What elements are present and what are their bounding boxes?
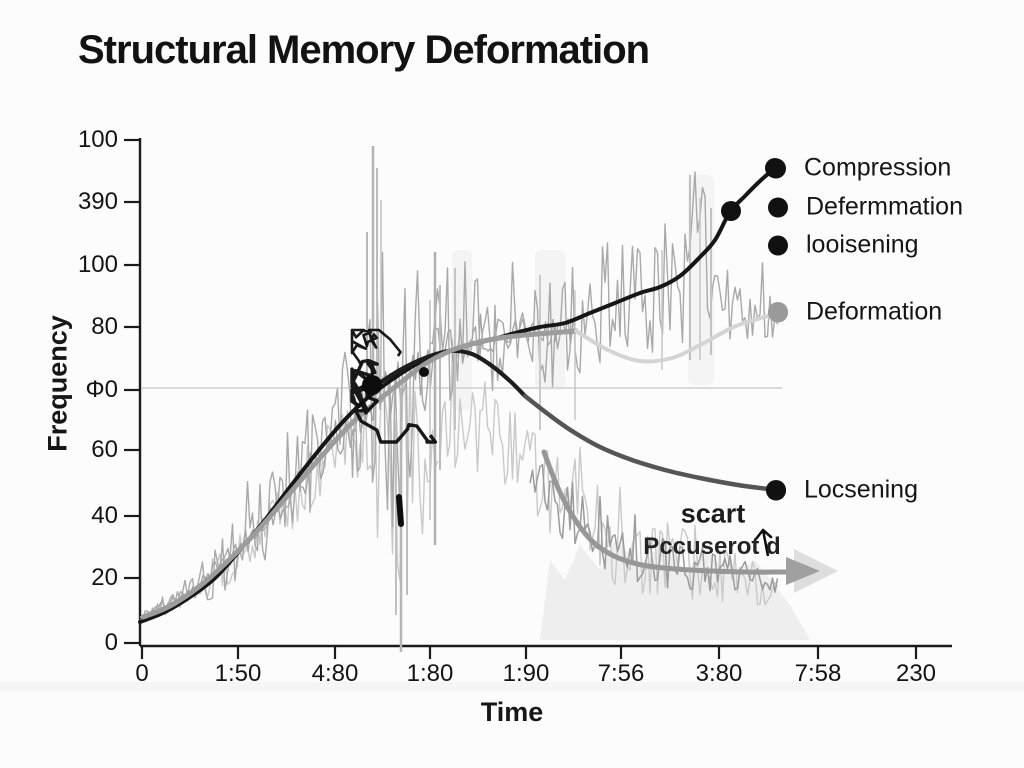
legend-item-looisening: looisening: [768, 231, 919, 260]
y-tick-label-5: 60: [91, 436, 118, 463]
flow-arrow-shaft: [541, 449, 788, 575]
noise-light-trace: [139, 338, 779, 621]
x-tick-label-2: 4:80: [311, 660, 359, 687]
x-tick-label-4: 1:90: [502, 660, 550, 687]
legend-dot-icon: [768, 235, 788, 255]
legend-dot-icon: [766, 480, 786, 500]
y-tick-label-6: 40: [91, 502, 118, 529]
y-tick-label-2: 100: [77, 251, 118, 278]
legend-item-defermmation: Defermmation: [768, 193, 963, 222]
y-tick-label-4: Φ0: [85, 376, 119, 403]
legend-dot-icon: [766, 158, 786, 178]
x-tick-label-6: 3:80: [695, 660, 743, 687]
x-tick-label-0: 0: [135, 660, 149, 687]
noise-right-dark-trace: [529, 464, 779, 593]
x-tick-label-7: 7:58: [794, 660, 842, 687]
series-deformation-tail-line: [574, 311, 780, 364]
legend-dot-icon: [768, 197, 788, 217]
legend-label: Compression: [804, 153, 952, 182]
scribble-dash: [396, 494, 404, 527]
background-band: [0, 682, 1024, 691]
x-tick-label-1: 1:50: [214, 660, 262, 687]
series-loosening-tail-line: [522, 393, 779, 493]
legend-label: looisening: [806, 230, 919, 259]
series-loosening-hump-line: [372, 348, 528, 399]
legend-label: Defermmation: [806, 192, 963, 221]
legend-item-compression: Compression: [766, 154, 951, 183]
scribble-dot: [362, 375, 382, 395]
legend-dot-icon: [768, 302, 788, 322]
light-streak: [688, 175, 714, 385]
x-tick-label-5: 7:56: [597, 660, 645, 687]
x-tick-label-3: 1:80: [406, 660, 454, 687]
cursor-arrow-icon: [755, 528, 773, 557]
annotation-text-0: scart: [680, 498, 746, 529]
chart-title: Structural Memory Deformation: [78, 28, 650, 72]
flow-arrowhead-icon: [786, 557, 820, 585]
legend-label: Locsening: [804, 475, 918, 504]
y-tick-label-7: 20: [91, 564, 118, 591]
scribble-dot: [419, 367, 429, 377]
y-tick-label-0: 100: [77, 126, 118, 153]
scribble-knot: [350, 358, 438, 444]
y-tick-label-8: 0: [104, 629, 118, 656]
legend-label: Deformation: [806, 297, 943, 326]
legend-item-locsening: Locsening: [766, 476, 918, 505]
y-tick-label-3: 80: [91, 313, 118, 340]
scribble-knot: [350, 328, 402, 366]
x-axis-title: Time: [480, 697, 544, 727]
annotation-text-1: Pccuserot d: [643, 533, 781, 560]
legend-item-deformation: Deformation: [768, 298, 942, 327]
light-mountain-shape: [540, 540, 810, 640]
series-compression-marker: [721, 201, 741, 221]
x-tick-label-8: 230: [895, 660, 937, 687]
y-tick-label-1: 390: [77, 188, 118, 215]
light-streak: [535, 250, 565, 390]
